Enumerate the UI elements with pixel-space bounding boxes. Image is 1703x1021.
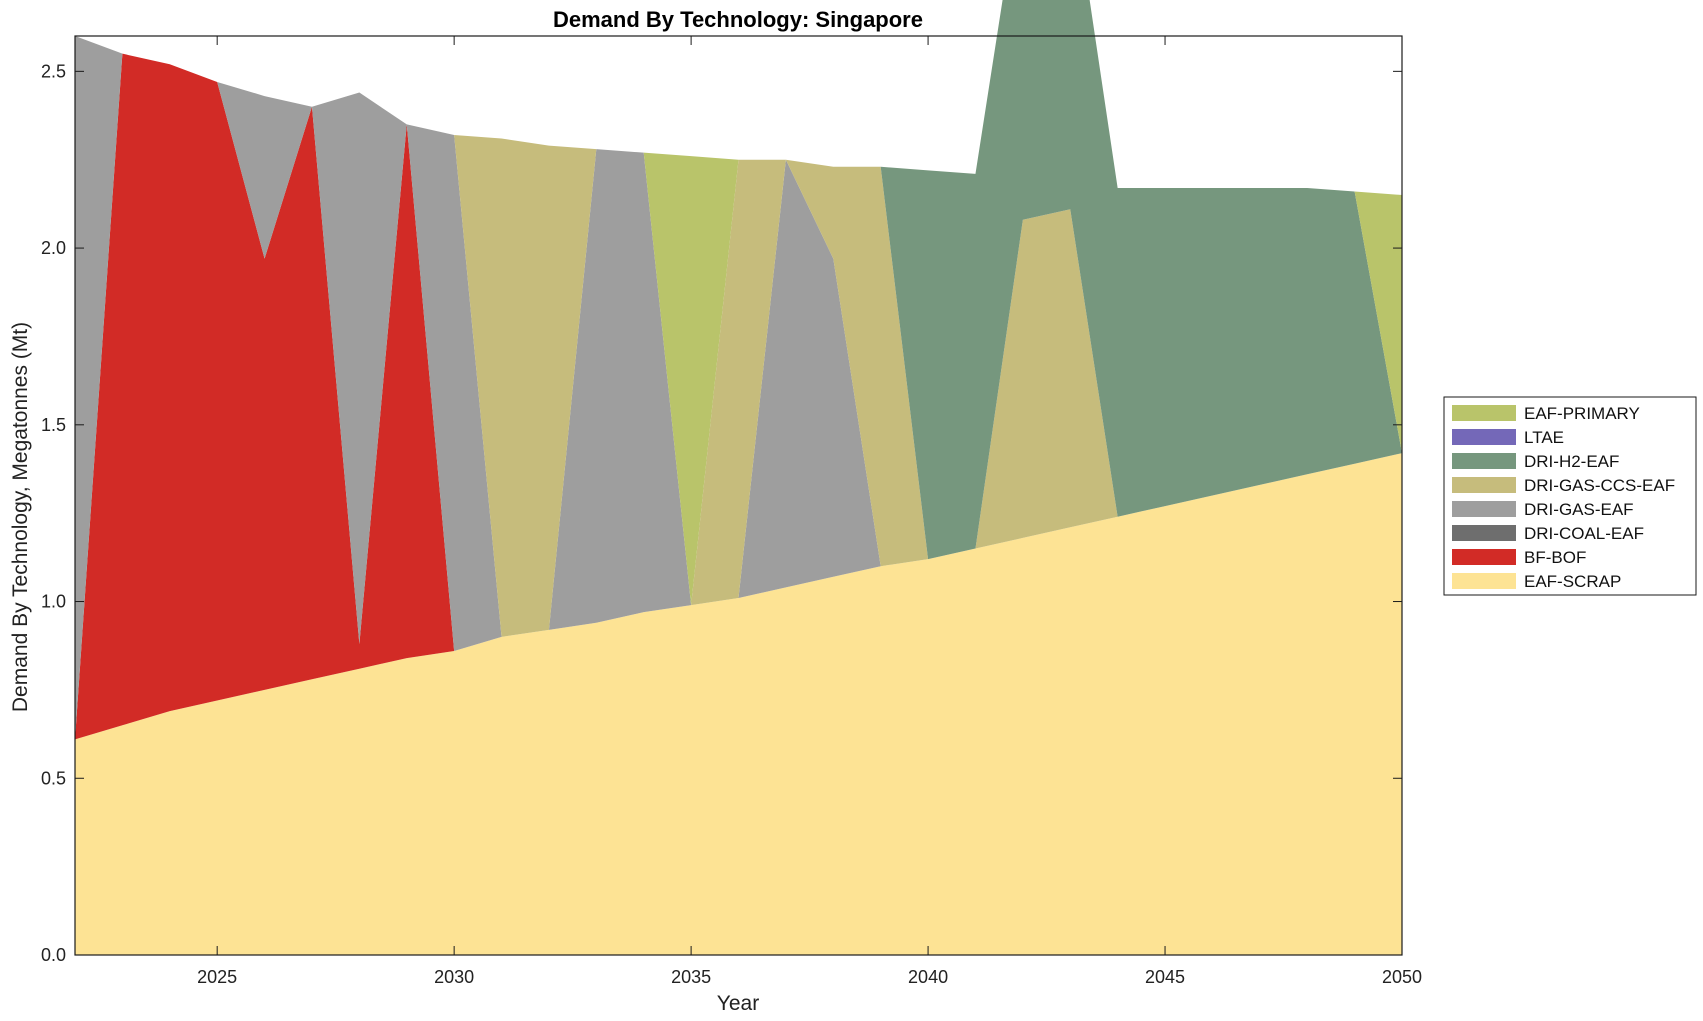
x-tick-label: 2025 (197, 967, 237, 987)
legend-label-eaf-scrap: EAF-SCRAP (1524, 572, 1621, 591)
x-tick-label: 2045 (1145, 967, 1185, 987)
y-tick-label: 1.0 (41, 592, 66, 612)
legend-swatch-eaf-primary (1452, 405, 1516, 421)
area-dri-h2-eaf (75, 0, 1402, 606)
x-tick-label: 2035 (671, 967, 711, 987)
area-dri-gas-eaf (75, 36, 1402, 740)
chart-title: Demand By Technology: Singapore (553, 7, 923, 32)
legend-label-dri-coal-eaf: DRI-COAL-EAF (1524, 524, 1644, 543)
y-axis-label: Demand By Technology, Megatonnes (Mt) (9, 322, 32, 712)
series-areas (75, 0, 1402, 955)
legend-label-bf-bof: BF-BOF (1524, 548, 1586, 567)
legend-swatch-dri-gas-ccs-eaf (1452, 477, 1516, 493)
legend-swatch-dri-gas-eaf (1452, 501, 1516, 517)
legend-label-dri-gas-eaf: DRI-GAS-EAF (1524, 500, 1634, 519)
area-eaf-scrap (75, 453, 1402, 955)
legend-swatch-dri-coal-eaf (1452, 525, 1516, 541)
legend: EAF-PRIMARY LTAE DRI-H2-EAF DRI-GAS-CCS-EAF… (1443, 396, 1697, 596)
legend-swatch-bf-bof (1452, 549, 1516, 565)
area-bf-bof (75, 53, 1402, 740)
plot-frame (74, 35, 1403, 956)
legend-swatch-eaf-scrap (1452, 573, 1516, 589)
legend-label-dri-h2-eaf: DRI-H2-EAF (1524, 452, 1619, 471)
y-tick-label: 0.0 (41, 945, 66, 965)
legend-label-ltae: LTAE (1524, 428, 1564, 447)
y-tick-label: 2.5 (41, 61, 66, 81)
y-tick-label: 1.5 (41, 415, 66, 435)
legend-swatch-ltae (1452, 429, 1516, 445)
x-tick-label: 2050 (1382, 967, 1422, 987)
axis-ticks: 2025 2030 2035 2040 2045 2050 0.0 0.5 1.0 1.5 2.0 2… (41, 36, 1422, 987)
x-tick-label: 2040 (908, 967, 948, 987)
x-axis-label: Year (717, 992, 759, 1015)
area-dri-gas-ccs-eaf (75, 36, 1402, 637)
y-tick-label: 0.5 (41, 768, 66, 788)
x-tick-label: 2030 (434, 967, 474, 987)
legend-label-eaf-primary: EAF-PRIMARY (1524, 404, 1640, 423)
y-tick-label: 2.0 (41, 238, 66, 258)
legend-label-dri-gas-ccs-eaf: DRI-GAS-CCS-EAF (1524, 476, 1675, 495)
legend-swatch-dri-h2-eaf (1452, 453, 1516, 469)
